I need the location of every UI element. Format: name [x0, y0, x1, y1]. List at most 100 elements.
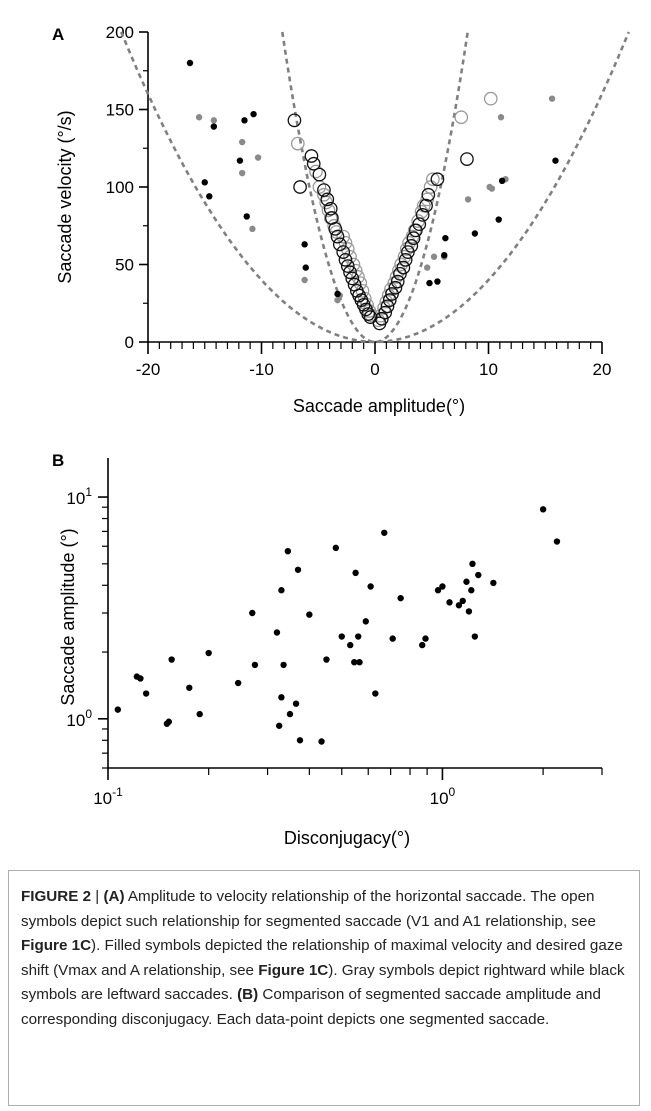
data-point: [332, 544, 340, 552]
data-point-open: [398, 253, 413, 267]
data-point-open: [328, 222, 343, 236]
data-point: [464, 196, 472, 203]
data-point: [434, 278, 441, 285]
x-tick-exponent: 0: [449, 785, 456, 799]
caption-mid-text-2: ). Gray symbols depict rightward while b…: [21, 961, 625, 1004]
data-point: [249, 609, 256, 617]
data-point-open: [415, 208, 430, 222]
data-point: [397, 594, 404, 602]
data-point: [165, 718, 173, 725]
data-point: [488, 185, 496, 192]
data-point-open: [361, 307, 376, 321]
data-point: [301, 276, 308, 284]
data-point: [275, 722, 283, 729]
data-point: [338, 633, 345, 640]
data-point: [301, 241, 308, 248]
data-point-open: [312, 167, 327, 182]
y-tick-exponent: 0: [85, 707, 92, 721]
data-point-open: [460, 152, 474, 166]
data-point: [471, 633, 479, 640]
panel-label-a: A: [52, 25, 64, 44]
data-point: [459, 597, 466, 605]
data-point: [318, 738, 325, 745]
caption-part-b-text: Comparison of segmented saccade amplitud…: [21, 986, 601, 1028]
data-point-open: [420, 192, 435, 207]
figure-caption: FIGURE 2 | (A) Amplitude to velocity rel…: [8, 870, 640, 1106]
data-point-open: [345, 271, 360, 286]
data-point: [306, 611, 313, 618]
data-point-open: [287, 113, 302, 128]
caption-figure-ref-1[interactable]: Figure 1C: [21, 937, 92, 954]
data-point: [465, 608, 473, 615]
data-point: [539, 506, 547, 513]
data-point: [441, 252, 448, 259]
data-point-open: [390, 274, 405, 289]
data-point: [241, 117, 248, 124]
data-point: [355, 633, 362, 640]
caption-part-a-label: (A): [103, 888, 125, 905]
data-point-open: [378, 305, 393, 320]
data-point: [439, 583, 446, 590]
x-tick-exponent: -1: [112, 785, 123, 799]
data-point-open: [351, 270, 365, 284]
data-point-open: [454, 110, 469, 125]
data-point-open: [423, 180, 438, 194]
data-point: [186, 684, 193, 691]
data-point: [284, 547, 292, 555]
x-axis-label: Saccade amplitude(°): [293, 396, 465, 416]
data-point-open: [330, 229, 345, 244]
data-point-open: [343, 249, 357, 264]
data-point: [302, 264, 309, 271]
data-point: [210, 117, 218, 124]
data-point: [239, 138, 246, 146]
data-point: [498, 177, 506, 184]
caption-figure-ref-2[interactable]: Figure 1C: [258, 961, 329, 979]
data-point-open: [321, 203, 336, 218]
data-point-open: [396, 260, 411, 275]
y-tick-label: 100: [66, 707, 92, 730]
data-point-open: [343, 265, 357, 280]
data-point: [351, 658, 358, 666]
data-point: [236, 157, 244, 164]
data-point: [446, 599, 453, 606]
data-point-open: [320, 192, 335, 207]
reference-curve-1: [281, 31, 469, 344]
data-point-open: [309, 164, 323, 179]
y-tick-label: 50: [115, 256, 134, 275]
data-point-open: [338, 253, 353, 267]
x-tick-label: -10: [249, 360, 274, 379]
x-tick-label: 10-1: [93, 785, 123, 808]
data-point: [381, 529, 388, 536]
reference-curve-2: [120, 31, 630, 344]
data-point: [273, 629, 281, 636]
data-point: [249, 225, 256, 233]
data-point: [426, 279, 433, 287]
data-point: [442, 234, 449, 242]
data-point: [206, 193, 213, 200]
data-point-open: [317, 187, 331, 202]
panel-label-b: B: [52, 451, 64, 470]
data-point-open: [406, 231, 421, 245]
data-point: [424, 264, 431, 271]
data-point-open: [382, 293, 397, 307]
data-point: [548, 95, 556, 102]
data-point: [347, 641, 354, 649]
data-point-open: [293, 180, 307, 194]
data-point-open: [412, 217, 427, 232]
data-point-open: [419, 198, 433, 213]
data-point-open: [340, 242, 355, 256]
data-point: [469, 560, 476, 568]
data-point: [280, 661, 287, 669]
data-point: [475, 571, 482, 579]
data-point-open: [404, 239, 419, 253]
data-point: [210, 123, 218, 130]
data-point: [497, 114, 505, 121]
data-point: [205, 649, 212, 657]
data-point: [422, 635, 429, 642]
data-point: [356, 658, 363, 666]
data-point: [419, 641, 426, 649]
data-point-open: [388, 280, 403, 295]
data-point: [362, 618, 369, 625]
y-tick-base: 10: [66, 489, 85, 508]
